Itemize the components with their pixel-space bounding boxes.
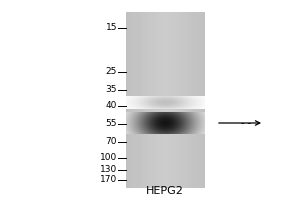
Text: 25: 25: [106, 68, 117, 76]
Text: 15: 15: [106, 23, 117, 32]
Text: 130: 130: [100, 166, 117, 174]
Text: - -: - -: [241, 118, 251, 128]
Text: HEPG2: HEPG2: [146, 186, 184, 196]
Text: 100: 100: [100, 154, 117, 162]
Text: 70: 70: [106, 138, 117, 146]
Text: 55: 55: [106, 119, 117, 129]
Text: 40: 40: [106, 102, 117, 110]
Text: 35: 35: [106, 85, 117, 94]
Text: 170: 170: [100, 176, 117, 184]
